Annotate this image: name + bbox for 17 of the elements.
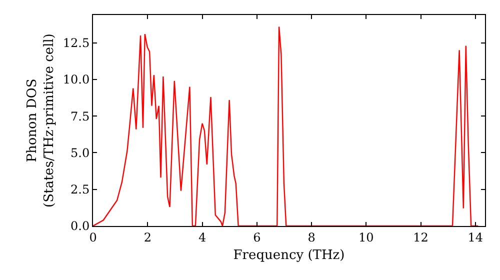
x-tick-label: 12 xyxy=(413,230,428,244)
x-axis-title: Frequency (THz) xyxy=(233,248,345,263)
line-series xyxy=(93,26,479,226)
y-tick-label: 0.0 xyxy=(70,219,90,234)
x-tick-label: 10 xyxy=(358,230,374,244)
x-tick-label: 0 xyxy=(89,230,97,244)
y-tick-label: 7.5 xyxy=(70,109,90,124)
y-tick-label: 5.0 xyxy=(70,146,90,160)
x-tick-label: 8 xyxy=(308,230,316,244)
y-tick-label: 2.5 xyxy=(70,182,90,197)
x-tick-label: 2 xyxy=(144,230,152,244)
x-tick-label: 6 xyxy=(253,230,261,244)
y-tick-label: 12.5 xyxy=(62,36,90,50)
y-axis-title: Phonon DOS (States/THz·primitive cell) xyxy=(24,33,57,208)
y-tick-label: 10.0 xyxy=(62,72,90,87)
x-tick-label: 14 xyxy=(468,230,484,244)
x-tick-label: 4 xyxy=(198,230,206,244)
